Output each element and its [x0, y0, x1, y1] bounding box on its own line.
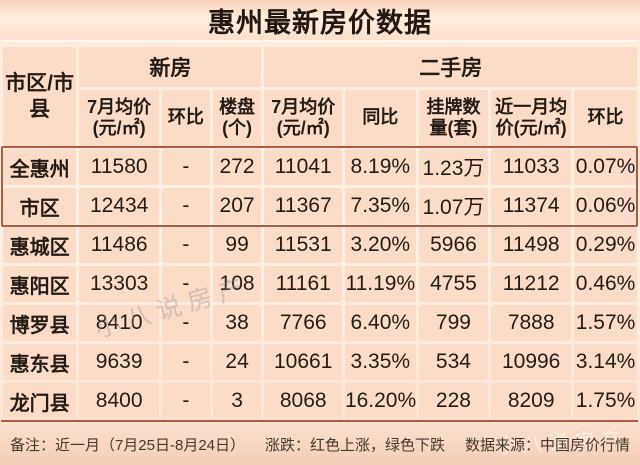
value-cell: 11.19%: [344, 266, 416, 302]
value-cell: 7888: [491, 305, 572, 341]
value-cell: 1.23万: [418, 149, 489, 185]
value-cell: 1.57%: [574, 305, 637, 341]
region-cell: 惠阳区: [3, 266, 77, 302]
value-cell: 16.20%: [344, 383, 416, 419]
value-cell: 0.29%: [574, 227, 637, 263]
value-cell: 11161: [264, 266, 342, 302]
table-row: 全惠州 11580-272 11041 8.19% 1.23万 11033 0.07%: [3, 149, 637, 185]
value-cell: 5966: [418, 227, 489, 263]
value-cell: 272: [212, 149, 262, 185]
col-header-used-mom: 环比: [574, 90, 637, 146]
footer-legend: 涨跌：红色上涨，绿色下跌: [265, 436, 446, 454]
value-cell: -: [162, 188, 210, 224]
footer-source: 数据来源：中国房价行情: [465, 436, 631, 454]
value-cell: 8.19%: [344, 149, 416, 185]
value-cell: 9639: [79, 344, 160, 380]
value-cell: 7.35%: [344, 188, 416, 224]
table-row: 博罗县 8410-38 7766 6.40% 799 7888 1.57%: [3, 305, 637, 341]
col-header-new-avg-price: 7月均价(元/㎡): [79, 90, 160, 146]
group-header-secondhand-homes: 二手房: [264, 47, 637, 87]
group-header-new-homes: 新房: [79, 47, 262, 87]
footer-note: 备注：近一月（7月25日-8月24日）: [9, 436, 246, 454]
value-cell: -: [162, 344, 210, 380]
value-cell: -: [162, 383, 210, 419]
value-cell: 11531: [264, 227, 342, 263]
value-cell: 0.46%: [574, 266, 637, 302]
value-cell: 4755: [418, 266, 489, 302]
value-cell: -: [162, 305, 210, 341]
value-cell: 108: [212, 266, 262, 302]
value-cell: 8068: [264, 383, 342, 419]
table-row: 市区 12434-207 11367 7.35% 1.07万 11374 0.06%: [3, 188, 637, 224]
value-cell: 11367: [264, 188, 342, 224]
region-cell: 龙门县: [3, 383, 77, 419]
table-row: 惠阳区 13303-108 11161 11.19% 4755 11212 0.46%: [3, 266, 637, 302]
value-cell: 24: [212, 344, 262, 380]
value-cell: 3.35%: [344, 344, 416, 380]
footer-note-bar: 备注：近一月（7月25日-8月24日） 涨跌：红色上涨，绿色下跌 数据来源：中国…: [0, 423, 640, 465]
value-cell: 11580: [79, 149, 160, 185]
value-cell: 534: [418, 344, 489, 380]
value-cell: 0.07%: [574, 149, 637, 185]
value-cell: 11033: [491, 149, 572, 185]
region-cell: 全惠州: [3, 149, 77, 185]
value-cell: 3.14%: [574, 344, 637, 380]
value-cell: 1.07万: [418, 188, 489, 224]
value-cell: 13303: [79, 266, 160, 302]
value-cell: 8400: [79, 383, 160, 419]
value-cell: -: [162, 266, 210, 302]
value-cell: 11212: [491, 266, 572, 302]
col-header-new-mom: 环比: [162, 90, 210, 146]
value-cell: -: [162, 227, 210, 263]
corner-header: 市区/市县: [3, 47, 77, 146]
region-cell: 市区: [3, 188, 77, 224]
region-cell: 惠东县: [3, 344, 77, 380]
value-cell: 12434: [79, 188, 160, 224]
col-header-used-avg-price: 7月均价(元/㎡): [264, 90, 342, 146]
value-cell: 10661: [264, 344, 342, 380]
value-cell: 11498: [491, 227, 572, 263]
value-cell: 799: [418, 305, 489, 341]
value-cell: 1.75%: [574, 383, 637, 419]
value-cell: 207: [212, 188, 262, 224]
value-cell: 8209: [491, 383, 572, 419]
region-cell: 惠城区: [3, 227, 77, 263]
col-header-used-listings: 挂牌数量(套): [418, 90, 489, 146]
price-table: 市区/市县 新房 二手房 7月均价(元/㎡) 环比 楼盘(个) 7月均价(元/㎡…: [0, 44, 640, 422]
table-row: 龙门县 8400-3 8068 16.20% 228 8209 1.75%: [3, 383, 637, 419]
value-cell: 38: [212, 305, 262, 341]
value-cell: 8410: [79, 305, 160, 341]
region-cell: 博罗县: [3, 305, 77, 341]
value-cell: -: [162, 149, 210, 185]
col-header-used-yoy: 同比: [344, 90, 416, 146]
value-cell: 228: [418, 383, 489, 419]
header-sub-row: 7月均价(元/㎡) 环比 楼盘(个) 7月均价(元/㎡) 同比 挂牌数量(套) …: [3, 90, 637, 146]
col-header-new-projects: 楼盘(个): [212, 90, 262, 146]
value-cell: 11041: [264, 149, 342, 185]
table-row: 惠东县 9639-24 10661 3.35% 534 10996 3.14%: [3, 344, 637, 380]
value-cell: 0.06%: [574, 188, 637, 224]
page-title: 惠州最新房价数据: [0, 0, 640, 42]
value-cell: 6.40%: [344, 305, 416, 341]
value-cell: 10996: [491, 344, 572, 380]
table-row: 惠城区 11486-99 11531 3.20% 5966 11498 0.29%: [3, 227, 637, 263]
header-group-row: 市区/市县 新房 二手房: [3, 47, 637, 146]
value-cell: 7766: [264, 305, 342, 341]
value-cell: 3: [212, 383, 262, 419]
value-cell: 99: [212, 227, 262, 263]
value-cell: 11374: [491, 188, 572, 224]
value-cell: 3.20%: [344, 227, 416, 263]
value-cell: 11486: [79, 227, 160, 263]
col-header-used-month-avg: 近一月均价(元/㎡): [491, 90, 572, 146]
